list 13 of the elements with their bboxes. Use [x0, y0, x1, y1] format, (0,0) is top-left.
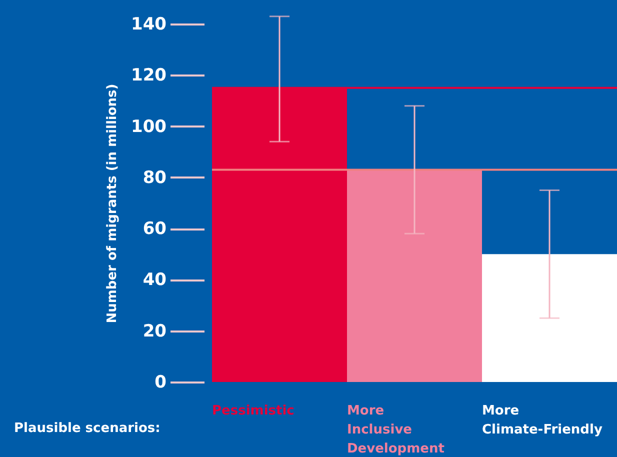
x-tick-label: More Inclusive Development [347, 404, 444, 456]
y-tick-label: 20 [142, 321, 167, 342]
y-tick-label: 0 [154, 372, 167, 392]
y-tick-label: 140 [131, 14, 167, 34]
y-tick-label: 40 [142, 270, 167, 290]
text: Plausible scenarios: [14, 421, 160, 436]
x-tick-label: Pessimistic [212, 404, 294, 418]
y-tick-label: 120 [131, 66, 167, 86]
y-axis-title: Number of migrants (in millions) [105, 84, 120, 324]
y-tick-label: 100 [131, 116, 167, 137]
x-tick-label: More Climate-Friendly [482, 404, 603, 438]
y-tick-label: 80 [142, 168, 167, 188]
y-tick-label: 60 [142, 219, 167, 240]
